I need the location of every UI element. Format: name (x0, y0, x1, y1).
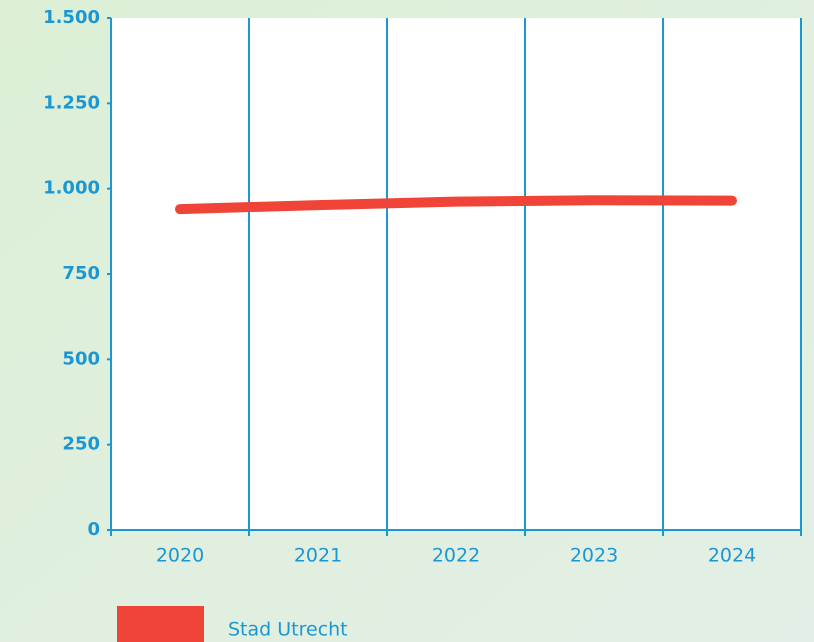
y-tick-label: 1.000 (43, 178, 100, 199)
legend-swatch (117, 606, 204, 642)
x-tick-label: 2020 (156, 545, 204, 567)
x-tick-label: 2022 (432, 545, 480, 567)
x-tick-label: 2024 (708, 545, 756, 567)
plot-area (111, 18, 801, 530)
y-tick-label: 1.500 (43, 7, 100, 28)
line-series (175, 195, 737, 215)
y-tick-label: 750 (62, 263, 100, 284)
legend-label: Stad Utrecht (228, 619, 348, 641)
y-tick-label: 1.250 (43, 92, 100, 113)
y-tick-label: 500 (62, 348, 100, 369)
x-tick-label: 2021 (294, 545, 342, 567)
y-tick-label: 250 (62, 434, 100, 455)
y-tick-label: 0 (87, 519, 100, 540)
x-tick-label: 2023 (570, 545, 618, 567)
